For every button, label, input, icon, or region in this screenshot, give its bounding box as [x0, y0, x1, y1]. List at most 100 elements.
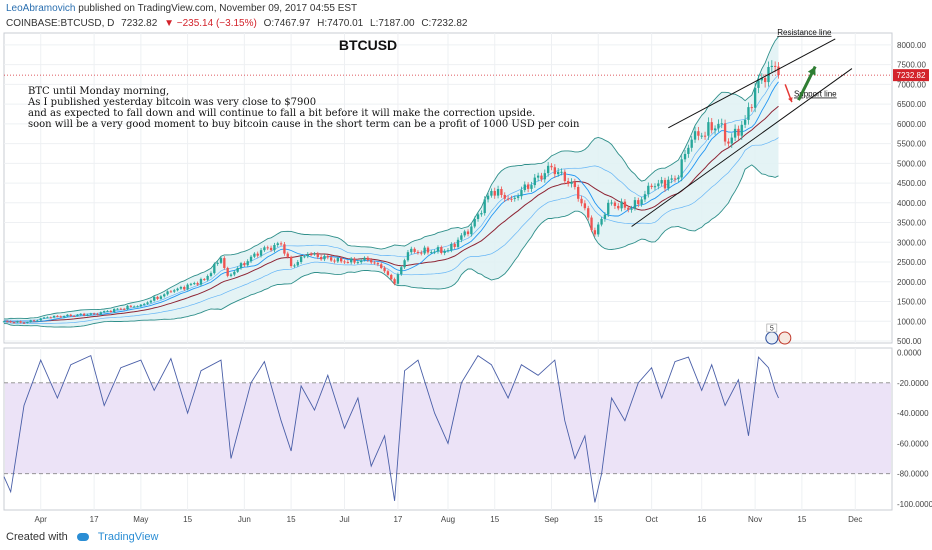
price-candle	[326, 254, 329, 260]
candle-body	[126, 305, 129, 310]
candle-body	[466, 231, 470, 235]
candle-body	[139, 304, 143, 307]
candle-body	[289, 256, 293, 266]
price-candle	[166, 290, 169, 296]
candle-body	[360, 260, 363, 263]
candle-body	[102, 311, 106, 313]
price-candle	[633, 196, 637, 211]
price-candle	[373, 260, 376, 265]
candle-body	[396, 274, 400, 284]
candle-body	[440, 247, 443, 253]
annotation-line: As I published yesterday bitcoin was ver…	[27, 97, 316, 108]
candle-body	[443, 251, 446, 253]
candle-body	[26, 322, 29, 324]
candle-body	[76, 314, 79, 317]
price-candle	[660, 176, 663, 187]
price-candle	[156, 295, 159, 301]
price-candle	[36, 319, 39, 322]
price-candle	[747, 102, 750, 125]
price-candle	[49, 316, 52, 319]
price-candle	[510, 195, 513, 203]
price-candle	[233, 270, 236, 277]
chart-title: BTCUSD	[339, 37, 397, 53]
price-candle	[570, 178, 573, 188]
fast-moving-average-line	[4, 81, 779, 323]
candle-body	[183, 287, 186, 290]
price-candle	[246, 259, 249, 267]
candle-body	[673, 178, 677, 180]
price-candle	[299, 255, 303, 264]
candle-body	[343, 261, 346, 263]
rsi-tick-label: -40.0000	[897, 409, 929, 418]
candle-body	[236, 268, 239, 272]
candle-body	[243, 263, 246, 266]
tradingview-brand[interactable]: TradingView	[97, 531, 159, 543]
candle-body	[143, 303, 146, 305]
events-count-badge	[766, 323, 778, 333]
price-candle	[583, 200, 587, 211]
price-candle	[553, 164, 556, 178]
price-candle	[433, 249, 436, 255]
flag-us-icon[interactable]	[765, 331, 779, 345]
candle-body	[46, 317, 49, 319]
rsi-tick-label: -100.0000	[897, 500, 932, 509]
support-line[interactable]	[631, 68, 853, 227]
price-candle	[680, 155, 683, 182]
price-candle	[480, 210, 483, 217]
candle-body	[66, 314, 69, 317]
price-candle	[717, 119, 720, 132]
candle-body	[660, 180, 663, 184]
candle-body	[523, 184, 526, 191]
price-candle	[503, 192, 506, 202]
candle-body	[156, 296, 159, 299]
candle-body	[700, 135, 703, 137]
author-link[interactable]: LeoAbramovich	[6, 3, 76, 14]
candle-body	[730, 137, 733, 144]
price-candle	[597, 221, 600, 237]
candle-body	[319, 256, 323, 260]
price-candle	[269, 245, 273, 252]
candle-body	[386, 271, 390, 275]
candle-body	[309, 254, 313, 256]
candle-body	[29, 320, 32, 323]
candle-body	[777, 66, 780, 76]
price-candle	[102, 310, 106, 314]
candle-body	[573, 181, 577, 188]
candle-body	[373, 262, 376, 264]
price-candle	[309, 252, 313, 257]
rsi-tick-label: -80.0000	[897, 470, 929, 479]
price-candle	[740, 120, 743, 140]
price-candle	[753, 83, 757, 113]
price-candle	[209, 271, 213, 278]
candle-body	[400, 267, 403, 275]
price-candle	[223, 256, 226, 270]
candle-body	[259, 250, 263, 256]
candle-body	[446, 250, 450, 252]
flag-us-icon[interactable]	[778, 331, 792, 345]
candle-body	[273, 245, 276, 251]
price-candle	[66, 314, 69, 317]
candle-body	[203, 279, 206, 281]
candle-body	[496, 189, 500, 196]
resistance-line[interactable]	[668, 38, 836, 129]
price-candle	[306, 252, 309, 259]
candle-body	[72, 316, 76, 318]
price-candle	[727, 138, 730, 147]
price-candle	[12, 321, 16, 324]
price-candle	[523, 181, 526, 193]
candle-body	[693, 131, 697, 140]
price-candle	[453, 242, 456, 250]
price-tick-label: 4000.00	[897, 199, 926, 208]
price-candle	[173, 288, 176, 294]
candle-body	[413, 248, 416, 252]
candle-body	[393, 279, 396, 284]
candle-body	[623, 201, 627, 208]
price-candle	[346, 260, 350, 264]
price-candle	[9, 320, 12, 323]
high-value: H:7470.01	[317, 18, 364, 29]
price-candle	[313, 252, 316, 256]
price-candle	[263, 245, 266, 252]
candle-body	[483, 199, 486, 214]
candle-body	[366, 257, 370, 261]
